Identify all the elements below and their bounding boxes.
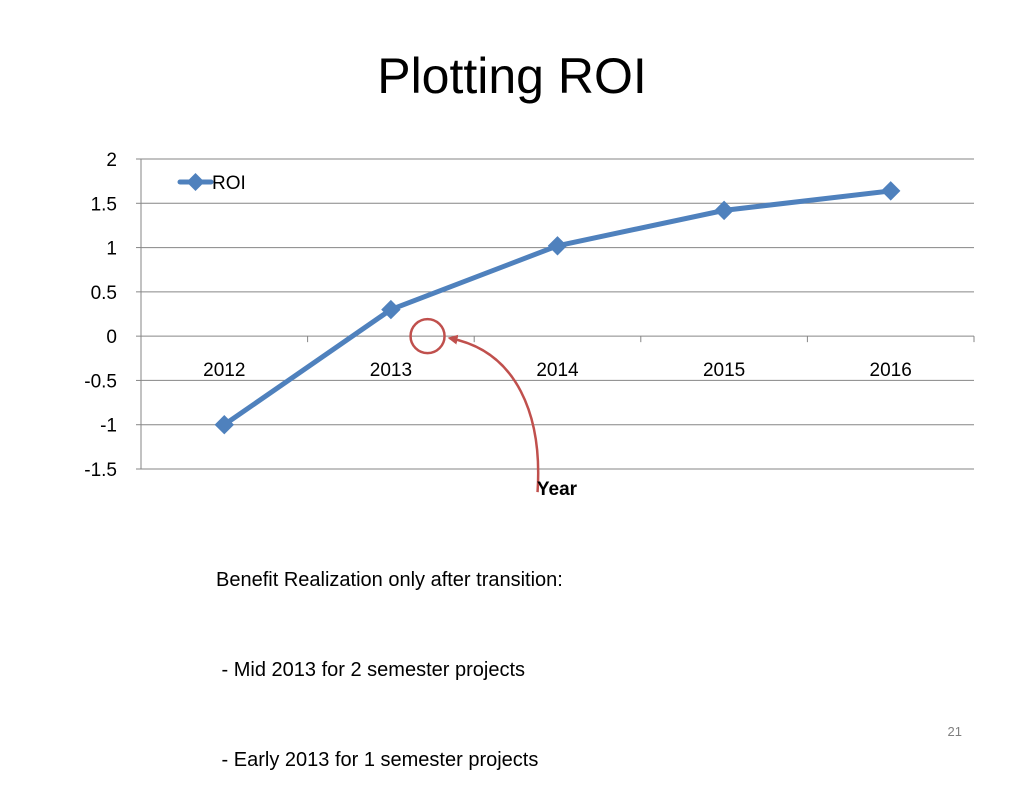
annotation-circle <box>409 317 446 355</box>
y-tick-label: -0.5 <box>84 371 117 392</box>
gridlines <box>141 158 974 470</box>
axes: 2 1.5 1 0.5 0 -0.5 -1 -1.5 2012 2013 2014 2015 2016 <box>84 150 975 481</box>
y-tick-label: 1 <box>106 239 117 260</box>
series-line-roi <box>221 188 894 428</box>
y-tick-label: 0 <box>106 327 117 348</box>
x-tick-label: 2014 <box>536 360 579 381</box>
y-tick-label: 2 <box>106 150 117 171</box>
annotation-arrow <box>447 334 540 493</box>
x-tick-label: 2012 <box>203 360 245 381</box>
caption-line: - Mid 2013 for 2 semester projects <box>216 659 526 681</box>
slide-number: 21 <box>947 724 962 739</box>
data-point-marker <box>214 415 235 435</box>
slide-title: Plotting ROI <box>377 48 647 104</box>
annotation <box>409 317 540 493</box>
caption-line: Benefit Realization only after transitio… <box>216 569 563 591</box>
y-tick-label: 0.5 <box>91 283 117 304</box>
y-tick-label: 1.5 <box>91 194 117 215</box>
x-axis-title: Year <box>537 479 578 500</box>
caption-line: - Early 2013 for 1 semester projects <box>216 749 539 771</box>
data-point-marker <box>381 299 401 320</box>
y-tick-label: -1 <box>100 416 117 437</box>
y-tick-label: -1.5 <box>84 460 117 481</box>
data-point-marker <box>714 200 734 221</box>
caption: Benefit Realization only after transitio… <box>216 505 563 805</box>
x-tick-label: 2013 <box>370 360 412 381</box>
legend: ROI <box>177 173 246 194</box>
data-point-marker <box>547 236 568 256</box>
series-layer <box>214 181 901 435</box>
x-tick-label: 2016 <box>870 360 912 381</box>
legend-swatch-marker <box>186 173 205 191</box>
legend-label: ROI <box>212 173 246 194</box>
x-tick-label: 2015 <box>703 360 745 381</box>
data-point-marker <box>880 181 901 201</box>
